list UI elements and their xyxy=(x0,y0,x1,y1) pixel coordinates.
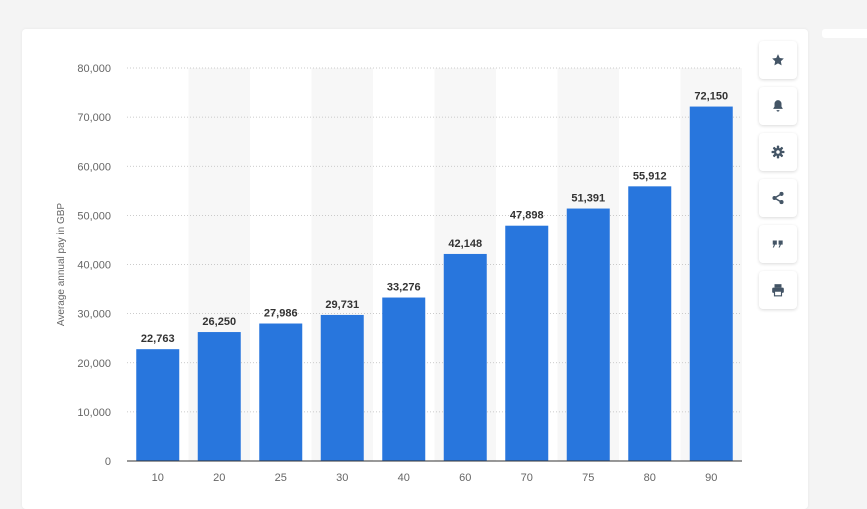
x-tick-label: 75 xyxy=(582,472,594,484)
x-tick-label: 30 xyxy=(336,472,348,484)
bar[interactable] xyxy=(136,349,180,461)
side-panel xyxy=(822,29,867,38)
data-label: 72,150 xyxy=(694,91,728,103)
x-tick-label: 60 xyxy=(459,472,471,484)
quote-icon xyxy=(772,240,783,248)
data-label: 29,731 xyxy=(325,299,359,311)
y-tick-label: 40,000 xyxy=(77,260,111,272)
y-axis-ticks: 0 10,000 20,000 30,000 40,000 50,000 60,000 70,… xyxy=(77,63,111,468)
bar[interactable] xyxy=(628,186,672,461)
bar-chart: 0 10,000 20,000 30,000 40,000 50,000 60,000 70,… xyxy=(56,63,742,484)
share-icon xyxy=(772,191,784,205)
y-tick-label: 60,000 xyxy=(77,161,111,173)
x-tick-label: 70 xyxy=(521,472,533,484)
y-tick-label: 70,000 xyxy=(77,112,111,124)
data-label: 51,391 xyxy=(571,193,605,205)
data-label: 22,763 xyxy=(141,333,175,345)
bar[interactable] xyxy=(443,253,487,461)
y-tick-label: 10,000 xyxy=(77,407,111,419)
print-icon xyxy=(772,284,784,297)
y-tick-label: 80,000 xyxy=(77,63,111,75)
data-label: 47,898 xyxy=(510,210,544,222)
y-axis-title: Average annual pay in GBP xyxy=(56,203,67,327)
bar[interactable] xyxy=(505,225,549,461)
x-tick-label: 20 xyxy=(213,472,225,484)
bell-icon xyxy=(773,100,783,112)
x-tick-label: 10 xyxy=(152,472,164,484)
y-tick-label: 20,000 xyxy=(77,358,111,370)
y-tick-label: 0 xyxy=(105,456,111,468)
bar[interactable] xyxy=(320,314,364,461)
data-label: 27,986 xyxy=(264,308,298,320)
data-label: 42,148 xyxy=(448,238,482,250)
share-button[interactable] xyxy=(759,179,797,217)
notification-button[interactable] xyxy=(759,87,797,125)
favorite-button[interactable] xyxy=(759,41,797,79)
gear-icon xyxy=(771,145,785,159)
x-tick-label: 25 xyxy=(275,472,287,484)
data-label: 33,276 xyxy=(387,282,421,294)
settings-button[interactable] xyxy=(759,133,797,171)
data-label: 26,250 xyxy=(202,316,236,328)
chart-toolbar xyxy=(759,41,797,317)
bar[interactable] xyxy=(259,323,303,461)
print-button[interactable] xyxy=(759,271,797,309)
bars xyxy=(136,106,733,462)
x-tick-label: 90 xyxy=(705,472,717,484)
bar[interactable] xyxy=(689,106,733,462)
data-label: 55,912 xyxy=(633,170,667,182)
x-tick-label: 40 xyxy=(398,472,410,484)
y-tick-label: 30,000 xyxy=(77,309,111,321)
bar[interactable] xyxy=(197,332,241,461)
x-tick-label: 80 xyxy=(644,472,656,484)
star-icon xyxy=(772,54,784,66)
bar[interactable] xyxy=(382,297,426,461)
x-axis-ticks: 10 20 25 30 40 60 70 75 80 90 xyxy=(152,472,718,484)
bar[interactable] xyxy=(566,208,610,461)
cite-button[interactable] xyxy=(759,225,797,263)
data-labels: 22,763 26,250 27,986 29,731 33,276 42,148 47,8… xyxy=(141,91,728,346)
y-tick-label: 50,000 xyxy=(77,210,111,222)
